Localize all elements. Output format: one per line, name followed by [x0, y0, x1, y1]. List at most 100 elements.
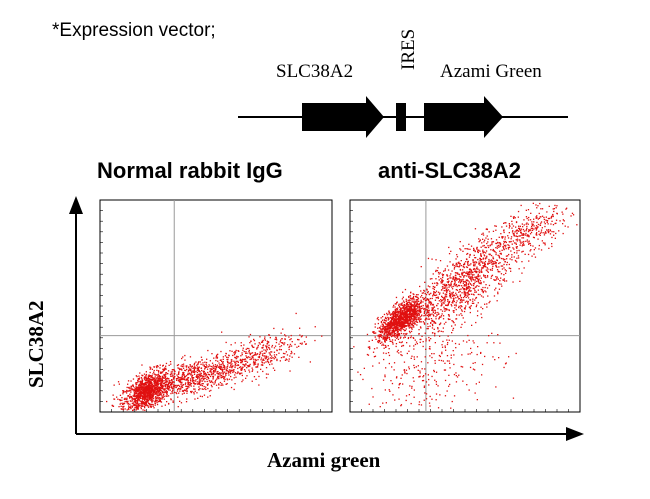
scatter-point — [419, 308, 421, 310]
scatter-point — [396, 351, 398, 353]
scatter-point — [383, 337, 385, 339]
scatter-point — [396, 329, 399, 331]
scatter-point — [425, 306, 427, 308]
scatter-point — [494, 251, 496, 253]
scatter-point — [444, 301, 446, 303]
scatter-point — [444, 268, 446, 270]
scatter-point — [276, 359, 278, 362]
scatter-point — [150, 405, 152, 408]
scatter-point — [457, 296, 459, 298]
scatter-point — [467, 263, 469, 265]
scatter-point — [482, 258, 484, 260]
scatter-point — [237, 371, 239, 373]
scatter-point — [154, 376, 156, 378]
scatter-point — [122, 407, 124, 409]
scatter-point — [437, 311, 439, 314]
scatter-point — [516, 240, 518, 242]
scatter-point — [407, 304, 409, 306]
scatter-point — [253, 363, 256, 365]
scatter-point — [244, 365, 246, 367]
scatter-point — [412, 305, 414, 307]
scatter-point — [234, 374, 236, 376]
scatter-point — [121, 408, 123, 410]
scatter-point — [255, 354, 257, 356]
scatter-point — [431, 282, 434, 285]
scatter-point — [513, 232, 515, 235]
scatter-point — [380, 329, 382, 331]
scatter-point — [387, 317, 390, 319]
scatter-point — [544, 223, 546, 225]
scatter-point — [257, 359, 259, 361]
scatter-point — [453, 268, 455, 270]
scatter-point — [473, 249, 475, 251]
scatter-point — [503, 366, 505, 369]
scatter-point — [521, 245, 523, 247]
scatter-point — [491, 267, 494, 269]
scatter-point — [415, 304, 418, 306]
scatter-point — [469, 269, 471, 271]
scatter-point — [273, 354, 276, 356]
scatter-point — [138, 388, 140, 390]
scatter-point — [236, 355, 238, 357]
scatter-point — [406, 311, 408, 313]
scatter-point — [413, 306, 415, 308]
scatter-point — [143, 373, 146, 375]
scatter-point — [134, 395, 136, 397]
scatter-point — [142, 409, 144, 411]
scatter-point — [454, 277, 456, 279]
scatter-point — [237, 367, 239, 370]
scatter-point — [467, 272, 470, 274]
scatter-point — [529, 219, 532, 221]
scatter-point — [529, 250, 531, 252]
scatter-point — [400, 314, 402, 316]
scatter-point — [419, 338, 421, 341]
scatter-point — [170, 375, 172, 377]
scatter-point — [419, 321, 421, 323]
scatter-point — [132, 384, 134, 386]
scatter-point — [407, 316, 409, 318]
scatter-point — [159, 392, 161, 395]
scatter-point — [385, 402, 387, 404]
scatter-point — [242, 379, 244, 381]
scatter-point — [467, 261, 469, 263]
scatter-point — [120, 402, 122, 404]
scatter-point — [147, 402, 150, 404]
scatter-point — [157, 401, 160, 403]
scatter-point — [513, 216, 515, 218]
scatter-point — [209, 371, 211, 373]
scatter-point — [267, 341, 269, 343]
scatter-point — [377, 335, 379, 337]
scatter-point — [465, 281, 467, 283]
scatter-point — [484, 239, 486, 241]
scatter-point — [532, 202, 534, 204]
scatter-point — [545, 232, 547, 234]
scatter-point — [138, 386, 141, 388]
scatter-point — [412, 321, 414, 323]
scatter-point — [170, 392, 172, 395]
scatter-point — [455, 283, 457, 286]
scatter-point — [485, 246, 487, 249]
scatter-point — [438, 293, 441, 295]
scatter-point — [231, 365, 234, 368]
scatter-point — [393, 323, 396, 326]
scatter-point — [192, 378, 194, 380]
scatter-point — [241, 380, 243, 383]
scatter-point — [483, 275, 485, 277]
scatter-point — [461, 273, 463, 275]
scatter-point — [398, 352, 400, 354]
scatter-point — [210, 389, 212, 392]
scatter-point — [147, 381, 149, 384]
scatter-point — [505, 272, 507, 274]
scatter-point — [276, 349, 278, 352]
scatter-point — [456, 278, 458, 280]
scatter-point — [481, 233, 483, 235]
scatter-point — [172, 401, 174, 403]
scatter-point — [233, 369, 235, 371]
scatter-point — [230, 344, 232, 346]
scatter-point — [396, 312, 398, 314]
scatter-point — [501, 236, 504, 238]
scatter-point — [157, 384, 159, 386]
scatter-point — [226, 356, 228, 358]
scatter-point — [243, 350, 245, 353]
scatter-point — [423, 322, 425, 324]
